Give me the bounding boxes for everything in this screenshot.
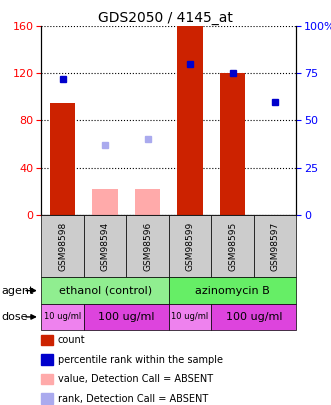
Bar xyxy=(41,374,53,384)
Bar xyxy=(135,189,160,215)
Bar xyxy=(41,335,53,345)
Text: 100 ug/ml: 100 ug/ml xyxy=(98,312,155,322)
Text: GSM98594: GSM98594 xyxy=(101,222,110,271)
Bar xyxy=(92,189,118,215)
Text: GSM98595: GSM98595 xyxy=(228,222,237,271)
Text: GDS2050 / 4145_at: GDS2050 / 4145_at xyxy=(98,11,233,26)
Text: 10 ug/ml: 10 ug/ml xyxy=(171,312,209,322)
Text: rank, Detection Call = ABSENT: rank, Detection Call = ABSENT xyxy=(58,394,208,403)
Bar xyxy=(220,73,245,215)
Text: agent: agent xyxy=(2,286,34,296)
Bar xyxy=(41,393,53,404)
Bar xyxy=(177,26,203,215)
Text: count: count xyxy=(58,335,85,345)
Text: GSM98596: GSM98596 xyxy=(143,222,152,271)
Text: value, Detection Call = ABSENT: value, Detection Call = ABSENT xyxy=(58,374,213,384)
Text: 100 ug/ml: 100 ug/ml xyxy=(225,312,282,322)
Text: GSM98598: GSM98598 xyxy=(58,222,67,271)
Text: GSM98599: GSM98599 xyxy=(186,222,195,271)
Bar xyxy=(41,354,53,365)
Text: percentile rank within the sample: percentile rank within the sample xyxy=(58,355,223,364)
Text: ethanol (control): ethanol (control) xyxy=(59,286,152,296)
Text: azinomycin B: azinomycin B xyxy=(195,286,270,296)
Text: dose: dose xyxy=(2,312,28,322)
Text: GSM98597: GSM98597 xyxy=(270,222,279,271)
Bar xyxy=(50,103,75,215)
Text: 10 ug/ml: 10 ug/ml xyxy=(44,312,81,322)
